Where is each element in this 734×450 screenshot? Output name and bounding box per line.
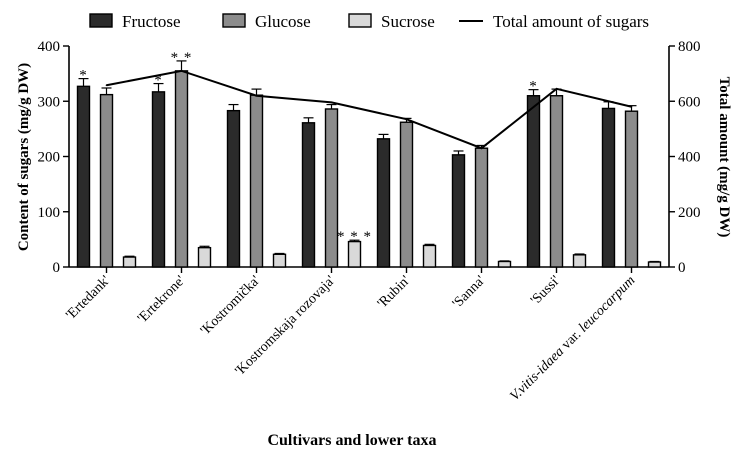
category-label: 'Rubin'	[375, 273, 413, 311]
total-point	[405, 118, 408, 121]
bar-sucrose	[272, 253, 287, 268]
legend-label: Glucose	[255, 12, 311, 31]
bar-sucrose	[197, 246, 212, 268]
category-label-part: 'Sussi'	[528, 273, 563, 308]
significance-marker: * * *	[337, 229, 372, 245]
category-label-part: 'Ertedank'	[63, 273, 113, 323]
significance-marker: *	[79, 68, 88, 84]
y2-tick-label: 200	[678, 205, 701, 221]
total-point	[480, 147, 483, 150]
y2-tick-label: 400	[678, 150, 701, 166]
y-axis-title: Content of sugars (mg/g DW)	[16, 63, 32, 251]
bar-fructose	[76, 85, 91, 268]
category-label: 'Ertekrone'	[135, 273, 188, 326]
legend-swatch	[222, 13, 246, 28]
bar-glucose	[174, 70, 189, 268]
y-tick-label: 0	[53, 260, 61, 276]
category-label-part: V.vitis-idaea	[507, 344, 567, 404]
y-tick-label: 100	[38, 205, 61, 221]
legend-label: Total amount of sugars	[493, 12, 649, 31]
legend-swatch	[348, 13, 372, 28]
total-point	[555, 88, 558, 90]
total-line	[106, 69, 632, 150]
legend-item: Glucose	[222, 12, 311, 31]
bar-sucrose	[497, 260, 512, 268]
bar-fructose	[151, 91, 166, 268]
significance-marker: *	[529, 79, 538, 95]
y2-axis-title: Total amount (mg/g DW)	[716, 77, 732, 238]
legend-item: Fructose	[89, 12, 181, 31]
y2-tick-label: 800	[678, 39, 701, 55]
legend-label: Sucrose	[381, 12, 435, 31]
category-label: 'Sussi'	[528, 273, 563, 308]
total-point	[630, 105, 633, 108]
category-label: V.vitis-idaea var. leucocarpum	[507, 273, 638, 404]
total-line-group	[105, 69, 633, 150]
total-point	[330, 101, 333, 104]
bar-fructose	[526, 95, 541, 268]
bar-fructose	[451, 154, 466, 268]
axes: 0 100 200 300 400 0 200 400 600 800	[38, 39, 701, 276]
bar-sucrose	[347, 240, 362, 268]
category-label-part: 'Sanna'	[450, 273, 488, 311]
legend-item: Sucrose	[348, 12, 435, 31]
total-point	[255, 94, 258, 97]
legend: Fructose Glucose Sucrose Total amount of su…	[89, 12, 649, 31]
legend-label: Fructose	[122, 12, 181, 31]
y-tick-label: 200	[38, 150, 61, 166]
category-label-part: 'Rubin'	[375, 273, 413, 311]
y-tick-label: 300	[38, 94, 61, 110]
bar-fructose	[376, 138, 391, 268]
bar-glucose	[624, 110, 639, 268]
total-point	[180, 70, 183, 72]
bar-glucose	[549, 95, 564, 268]
total-point	[105, 84, 108, 87]
bar-sucrose	[122, 256, 137, 268]
significance-marker: * *	[171, 50, 193, 66]
y2-tick-label: 0	[678, 260, 686, 276]
bar-fructose	[601, 107, 616, 268]
bar-fructose	[301, 122, 316, 268]
significance-marker: *	[154, 73, 163, 89]
category-label-part: 'Ertekrone'	[135, 273, 188, 326]
category-label: 'Sanna'	[450, 273, 488, 311]
category-label-part: 'Kostromička'	[198, 273, 263, 338]
bar-fructose	[226, 109, 241, 268]
category-label: 'Kostromička'	[198, 273, 263, 338]
x-axis-title: Cultivars and lower taxa	[267, 432, 436, 449]
category-label-part: leucocarpum	[576, 273, 638, 335]
legend-item: Total amount of sugars	[459, 12, 649, 31]
bar-glucose	[99, 93, 114, 268]
bar-glucose	[399, 121, 414, 268]
bar-sucrose	[422, 244, 437, 268]
y2-tick-label: 600	[678, 94, 701, 110]
bar-sucrose	[647, 261, 662, 268]
bar-glucose	[324, 108, 339, 268]
legend-swatch	[89, 13, 113, 28]
category-label: 'Ertedank'	[63, 273, 113, 323]
bar-glucose	[474, 147, 489, 268]
bar-glucose	[249, 94, 264, 268]
y-tick-label: 400	[38, 39, 61, 55]
bar-sucrose	[572, 254, 587, 268]
